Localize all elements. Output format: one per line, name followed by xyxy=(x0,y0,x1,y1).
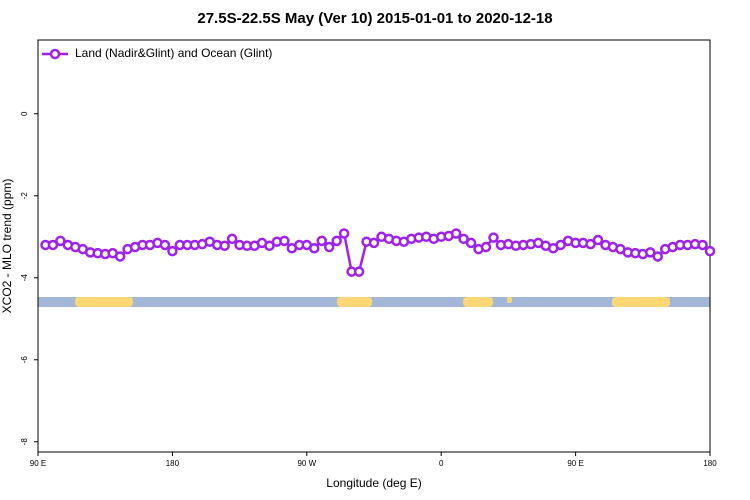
x-tick-label: 0 xyxy=(439,459,444,468)
y-tick-label: 0 xyxy=(20,111,29,116)
y-axis-label: XCO2 - MLO trend (ppm) xyxy=(0,179,14,314)
data-point xyxy=(704,245,716,257)
land-band xyxy=(463,297,493,307)
data-point xyxy=(458,233,469,245)
x-tick-label: 90 E xyxy=(567,459,583,468)
data-point xyxy=(226,233,238,245)
data-point xyxy=(219,240,230,252)
ocean-band xyxy=(38,297,710,307)
x-tick-label: 180 xyxy=(166,459,180,468)
data-point xyxy=(114,251,126,262)
data-point xyxy=(368,237,380,249)
data-point xyxy=(323,241,335,253)
data-point xyxy=(450,228,462,239)
data-point xyxy=(264,240,275,252)
x-axis-label: Longitude (deg E) xyxy=(326,476,421,490)
data-point xyxy=(555,239,566,251)
data-point xyxy=(465,237,477,249)
data-point xyxy=(55,235,66,247)
land-band xyxy=(507,297,512,303)
data-point xyxy=(167,245,178,257)
surface-band xyxy=(38,297,710,307)
land-band xyxy=(612,297,670,307)
data-point xyxy=(331,235,342,247)
data-point xyxy=(585,238,596,250)
data-point xyxy=(652,251,663,262)
y-tick-label: -8 xyxy=(20,438,29,446)
chart-title: 27.5S-22.5S May (Ver 10) 2015-01-01 to 2… xyxy=(197,10,552,27)
data-point xyxy=(338,228,350,239)
y-tick-label: -6 xyxy=(20,356,29,364)
legend-marker xyxy=(49,48,61,60)
data-point xyxy=(645,247,656,258)
land-band xyxy=(337,297,372,307)
x-tick-label: 90 W xyxy=(297,459,316,468)
land-band xyxy=(75,297,133,307)
data-point xyxy=(316,235,327,247)
y-tick-label: -4 xyxy=(20,274,29,282)
data-point xyxy=(488,232,499,243)
data-point xyxy=(309,243,320,254)
data-point xyxy=(353,266,365,277)
legend-label: Land (Nadir&Glint) and Ocean (Glint) xyxy=(75,46,272,60)
data-point xyxy=(279,235,290,247)
data-point xyxy=(47,239,59,251)
x-tick-label: 180 xyxy=(703,459,717,468)
y-tick-label: -2 xyxy=(20,192,29,200)
data-point xyxy=(480,241,492,253)
data-point xyxy=(697,239,708,251)
x-tick-label: 90 E xyxy=(30,459,46,468)
data-point xyxy=(592,234,604,246)
data-point xyxy=(159,239,171,251)
